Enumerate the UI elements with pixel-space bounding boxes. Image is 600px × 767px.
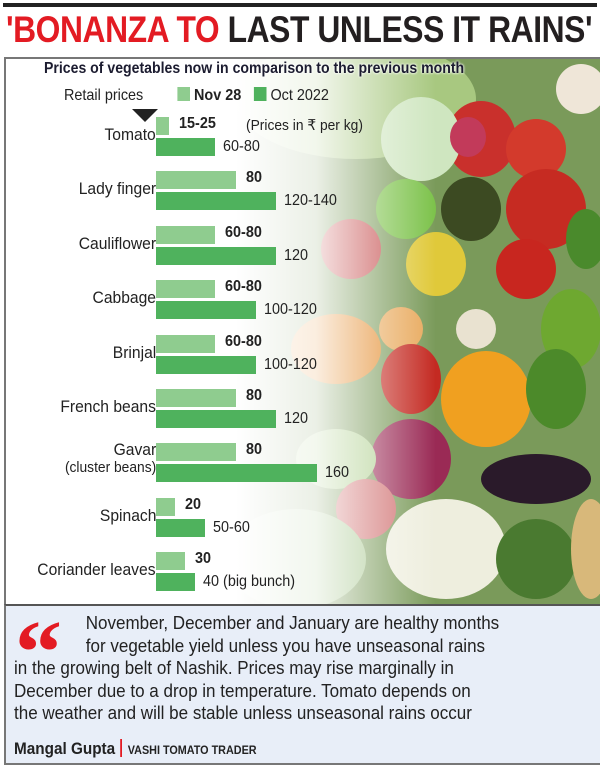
category-label: Spinach: [99, 506, 156, 525]
bar-nov: [156, 552, 185, 570]
legend-oct: Oct 2022: [270, 87, 329, 104]
bar-oct: [156, 192, 276, 210]
chart-row: Brinjal 60-80 100-120: [6, 333, 600, 381]
headline: 'BONANZA TO LAST UNLESS IT RAINS': [6, 6, 593, 56]
photo-fade: [236, 59, 436, 604]
category-label: Coriander leaves: [37, 560, 156, 579]
bar-nov: [156, 117, 169, 135]
value-oct: 40 (big bunch): [203, 573, 296, 590]
value-nov: 20: [185, 496, 202, 513]
value-oct: 60-80: [223, 138, 260, 155]
bar-oct: [156, 301, 256, 319]
bar-nov: [156, 280, 215, 298]
bar-nov: [156, 498, 175, 516]
value-oct: 50-60: [213, 519, 250, 536]
unit-note: (Prices in ₹ per kg): [246, 117, 363, 134]
value-nov: 30: [195, 550, 212, 567]
value-oct: 120: [284, 410, 309, 427]
legend-swatch-oct: [254, 87, 267, 101]
byline: Mangal Gupta VASHI TOMATO TRADER: [14, 739, 257, 759]
category-label: Gavar (cluster beans): [64, 440, 156, 477]
bar-oct: [156, 573, 195, 591]
top-rule: [3, 3, 597, 7]
bar-oct: [156, 247, 276, 265]
quote-mark-icon: “: [14, 603, 63, 702]
value-nov: 60-80: [225, 278, 262, 295]
value-oct: 120: [284, 247, 309, 264]
chart-subtitle: Prices of vegetables now in comparison t…: [44, 60, 465, 77]
value-nov: 60-80: [225, 333, 262, 350]
category-label: Cabbage: [92, 288, 156, 307]
value-oct: 160: [325, 464, 350, 481]
legend-swatch-nov: [177, 87, 191, 101]
category-label: French beans: [60, 397, 156, 416]
category-label: Lady finger: [78, 179, 156, 198]
bar-nov: [156, 443, 236, 461]
category-label: Cauliflower: [78, 234, 156, 253]
speaker-name: Mangal Gupta: [14, 739, 116, 758]
chart-row: Gavar (cluster beans) 80 160: [6, 440, 600, 489]
bar-oct: [156, 356, 256, 374]
headline-red-part: 'BONANZA TO: [6, 9, 220, 50]
bar-oct: [156, 519, 205, 537]
category-label: Tomato: [104, 125, 156, 144]
chart-frame: Prices of vegetables now in comparison t…: [4, 57, 600, 604]
legend-nov: Nov 28: [194, 87, 242, 104]
bar-nov: [156, 335, 215, 353]
pointer-triangle-icon: [132, 109, 158, 122]
bar-oct: [156, 410, 276, 428]
value-nov: 80: [246, 441, 263, 458]
bar-oct: [156, 138, 215, 156]
value-nov: 80: [246, 169, 263, 186]
value-nov: 15-25: [179, 115, 216, 132]
chart-row: Cabbage 60-80 100-120: [6, 278, 600, 326]
quote-text: November, December and January are healt…: [14, 612, 500, 723]
value-oct: 100-120: [264, 356, 317, 373]
headline-dark-part: LAST UNLESS IT RAINS': [219, 9, 593, 50]
chart-row: Tomato 15-25 60-80: [6, 115, 600, 163]
speaker-role: VASHI TOMATO TRADER: [127, 743, 257, 757]
chart-row: Coriander leaves 30 40 (big bunch): [6, 550, 600, 598]
value-oct: 100-120: [264, 301, 317, 318]
value-nov: 60-80: [225, 224, 262, 241]
quote-box: “ November, December and January are hea…: [4, 604, 600, 765]
legend: Retail prices Nov 28 Oct 2022: [64, 87, 329, 105]
bar-oct: [156, 464, 317, 482]
bar-nov: [156, 171, 236, 189]
chart-row: Spinach 20 50-60: [6, 496, 600, 544]
chart-row: Cauliflower 60-80 120: [6, 224, 600, 272]
chart-row: Lady finger 80 120-140: [6, 169, 600, 217]
value-oct: 120-140: [284, 192, 337, 209]
chart-row: French beans 80 120: [6, 387, 600, 435]
value-nov: 80: [246, 387, 263, 404]
category-label: Brinjal: [112, 343, 156, 362]
legend-label: Retail prices: [64, 87, 144, 104]
bar-nov: [156, 389, 236, 407]
byline-divider: [120, 739, 123, 757]
bar-nov: [156, 226, 215, 244]
